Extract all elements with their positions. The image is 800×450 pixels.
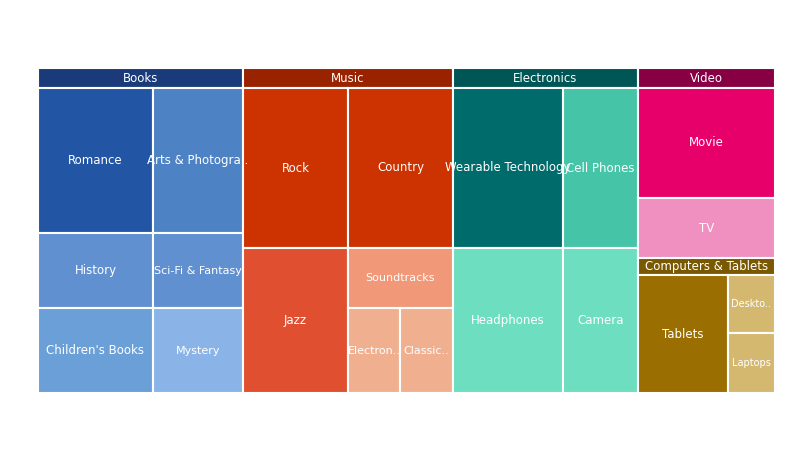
Text: History: History	[74, 264, 117, 277]
Bar	[153, 88, 243, 233]
Text: Books: Books	[123, 72, 158, 85]
Text: Jazz: Jazz	[284, 314, 307, 327]
Text: Mystery: Mystery	[176, 346, 220, 356]
Text: Classic..: Classic..	[404, 346, 450, 356]
Text: Rock: Rock	[282, 162, 310, 175]
Text: Electronics: Electronics	[514, 72, 578, 85]
Text: Wearable Technology: Wearable Technology	[446, 162, 570, 175]
Bar	[243, 88, 348, 248]
Bar	[453, 68, 638, 88]
Text: TV: TV	[699, 221, 714, 234]
Text: Electron..: Electron..	[347, 346, 401, 356]
Bar	[728, 333, 775, 393]
Bar	[453, 248, 563, 393]
Bar	[38, 68, 243, 88]
Text: Music: Music	[331, 72, 365, 85]
Bar	[38, 308, 153, 393]
Bar	[348, 88, 453, 248]
Text: Headphones: Headphones	[471, 314, 545, 327]
Text: Movie: Movie	[689, 136, 724, 149]
Text: Camera: Camera	[578, 314, 624, 327]
Text: Cell Phones: Cell Phones	[566, 162, 634, 175]
Text: Video: Video	[690, 72, 723, 85]
Bar	[638, 258, 775, 275]
Bar	[563, 88, 638, 248]
Text: Country: Country	[377, 162, 424, 175]
Text: Laptops: Laptops	[732, 358, 771, 368]
Text: Romance: Romance	[68, 154, 123, 167]
Text: Deskto..: Deskto..	[731, 299, 771, 309]
Text: Computers & Tablets: Computers & Tablets	[645, 260, 768, 273]
Bar	[638, 68, 775, 88]
Bar	[243, 68, 453, 88]
Bar	[638, 275, 728, 393]
Text: Sci-Fi & Fantasy: Sci-Fi & Fantasy	[154, 266, 242, 275]
Bar	[243, 248, 348, 393]
Bar	[153, 308, 243, 393]
Bar	[400, 308, 453, 393]
Text: Arts & Photogra..: Arts & Photogra..	[147, 154, 249, 167]
Bar	[638, 198, 775, 258]
Text: Soundtracks: Soundtracks	[366, 273, 435, 283]
Bar	[638, 88, 775, 198]
Bar	[153, 233, 243, 308]
Text: Children's Books: Children's Books	[46, 344, 145, 357]
Bar	[453, 88, 563, 248]
Bar	[348, 308, 400, 393]
Bar	[38, 88, 153, 233]
Bar	[348, 248, 453, 308]
Bar	[38, 233, 153, 308]
Bar	[728, 275, 775, 333]
Text: Tablets: Tablets	[662, 328, 704, 341]
Bar	[563, 248, 638, 393]
